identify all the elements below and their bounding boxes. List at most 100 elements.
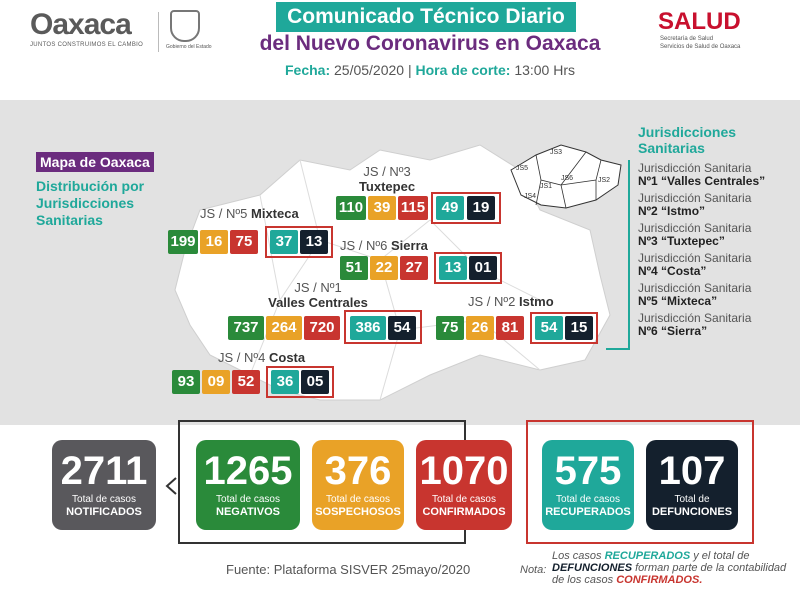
mixteca-confirmados: 75	[230, 230, 258, 254]
map-badge: Mapa de Oaxaca	[36, 152, 154, 172]
total-defunciones-value: 107	[658, 449, 726, 493]
total-confirmados-label-bold: CONFIRMADOS	[422, 506, 506, 518]
crest-label: Gobierno del Estado	[166, 44, 212, 50]
total-negativos-label: Total de casos	[216, 494, 280, 505]
total-notificados-value: 2711	[60, 449, 148, 493]
mixteca-negativos: 199	[168, 230, 198, 254]
js-tuxtepec-label: JS / Nº3 Tuxtepec	[358, 164, 416, 194]
cutoff-label: Hora de corte:	[415, 62, 511, 78]
date-label: Fecha:	[284, 62, 331, 78]
map-subtitle: Distribución por Jurisdicciones Sanitari…	[36, 178, 145, 228]
total-sospechosos-value: 376	[324, 449, 392, 493]
mini-label-js3: JS3	[550, 149, 562, 156]
total-negativos-card: 1265 Total de casos NEGATIVOS	[196, 440, 300, 530]
mini-label-js4: JS4	[524, 193, 536, 200]
costa-defunciones: 05	[301, 370, 329, 394]
valles-negativos: 737	[228, 316, 264, 340]
totals-frame-confirmed-breakdown	[526, 420, 754, 544]
logo-divider	[158, 12, 159, 52]
sierra-sospechosos: 22	[370, 256, 398, 280]
costa-negativos: 93	[172, 370, 200, 394]
mixteca-sospechosos: 16	[200, 230, 228, 254]
legend-item-6: Jurisdicción Sanitaria Nº6 “Sierra”	[638, 311, 752, 338]
istmo-outline	[530, 312, 598, 344]
footer-source: Fuente: Plataforma SISVER 25mayo/2020	[226, 562, 471, 577]
salud-logo: SALUD	[658, 8, 741, 35]
total-notificados-label-bold: NOTIFICADOS	[66, 506, 142, 518]
total-sospechosos-label-bold: SOSPECHOSOS	[315, 506, 401, 518]
valles-sospechosos: 264	[266, 316, 302, 340]
total-notificados-card: 2711 Total de casos NOTIFICADOS	[52, 440, 156, 530]
date-value: 25/05/2020	[334, 62, 405, 78]
legend-item-3: Jurisdicción Sanitaria Nº3 “Tuxtepec”	[638, 221, 752, 248]
total-recuperados-value: 575	[554, 449, 622, 493]
title-line-1: Comunicado Técnico Diario	[276, 2, 576, 32]
js-istmo-label: JS / Nº2 Istmo	[468, 294, 554, 309]
tuxtepec-outline	[431, 192, 501, 224]
js-costa-label: JS / Nº4 Costa	[218, 350, 306, 365]
istmo-sospechosos: 26	[466, 316, 494, 340]
istmo-confirmados: 81	[496, 316, 524, 340]
costa-outline	[266, 366, 334, 398]
legend-item-1: Jurisdicción Sanitaria Nº1 “Valles Centra…	[638, 161, 766, 188]
cutoff-value: 13:00 Hrs	[514, 62, 576, 78]
mixteca-outline	[265, 226, 333, 258]
legend-item-5: Jurisdicción Sanitaria Nº5 “Mixteca”	[638, 281, 752, 308]
total-recuperados-label: Total de casos	[556, 494, 620, 505]
js-valles-label: JS / Nº1 Valles Centrales	[268, 280, 368, 310]
tuxtepec-negativos: 110	[336, 196, 366, 220]
istmo-recuperados: 54	[535, 316, 563, 340]
salud-subtitle-2: Servicios de Salud de Oaxaca	[660, 44, 741, 50]
logo-tagline: JUNTOS CONSTRUIMOS EL CAMBIO	[30, 42, 144, 48]
total-recuperados-label-bold: RECUPERADOS	[545, 506, 631, 518]
oaxaca-logo: Oaxaca	[30, 8, 132, 41]
total-sospechosos-label: Total de casos	[326, 494, 390, 505]
chevron-left-icon	[165, 477, 177, 495]
mini-map-borders	[535, 151, 602, 209]
tuxtepec-confirmados: 115	[398, 196, 428, 220]
legend-item-4: Jurisdicción Sanitaria Nº4 “Costa”	[638, 251, 752, 278]
total-negativos-value: 1265	[203, 449, 293, 493]
js-mixteca-label: JS / Nº5 Mixteca	[200, 206, 299, 221]
sierra-confirmados: 27	[400, 256, 428, 280]
tuxtepec-sospechosos: 39	[368, 196, 396, 220]
mini-label-js2: JS2	[598, 177, 610, 184]
date-separator: |	[407, 62, 416, 78]
total-confirmados-label: Total de casos	[432, 494, 496, 505]
total-recuperados-card: 575 Total de casos RECUPERADOS	[542, 440, 634, 530]
costa-recuperados: 36	[271, 370, 299, 394]
valles-recuperados: 386	[350, 316, 386, 340]
title-line-2: del Nuevo Coronavirus en Oaxaca	[259, 32, 601, 55]
note-label: Nota:	[520, 564, 547, 576]
sierra-outline	[434, 252, 502, 284]
mini-label-js1: JS1	[540, 183, 552, 190]
note-text: Los casos RECUPERADOS y el total de DEFU…	[552, 550, 787, 586]
valles-confirmados: 720	[304, 316, 340, 340]
total-defunciones-label: Total de	[674, 494, 710, 505]
valles-defunciones: 54	[388, 316, 416, 340]
istmo-defunciones: 15	[565, 316, 593, 340]
mini-jurisdiction-map: JS5 JS3 JS1 JS6 JS2 JS4	[510, 144, 622, 209]
valles-outline	[344, 310, 422, 344]
total-defunciones-card: 107 Total de DEFUNCIONES	[646, 440, 738, 530]
mini-label-js6: JS6	[561, 175, 573, 182]
total-defunciones-label-bold: DEFUNCIONES	[651, 506, 733, 518]
total-notificados-label: Total de casos	[72, 494, 136, 505]
sierra-recuperados: 13	[439, 256, 467, 280]
legend-title: Jurisdicciones Sanitarias	[638, 124, 737, 156]
mixteca-recuperados: 37	[270, 230, 298, 254]
costa-confirmados: 52	[232, 370, 260, 394]
legend-bracket-tick	[606, 348, 630, 350]
total-confirmados-value: 1070	[419, 449, 509, 493]
sierra-negativos: 51	[340, 256, 368, 280]
costa-sospechosos: 09	[202, 370, 230, 394]
legend-bracket	[628, 160, 630, 348]
tuxtepec-defunciones: 19	[467, 196, 495, 220]
state-crest-icon	[170, 10, 200, 42]
total-sospechosos-card: 376 Total de casos SOSPECHOSOS	[312, 440, 404, 530]
legend-item-2: Jurisdicción Sanitaria Nº2 “Istmo”	[638, 191, 752, 218]
istmo-negativos: 75	[436, 316, 464, 340]
js-sierra-label: JS / Nº6 Sierra	[340, 238, 428, 253]
salud-subtitle-1: Secretaría de Salud	[660, 36, 714, 42]
mini-label-js5: JS5	[516, 165, 528, 172]
